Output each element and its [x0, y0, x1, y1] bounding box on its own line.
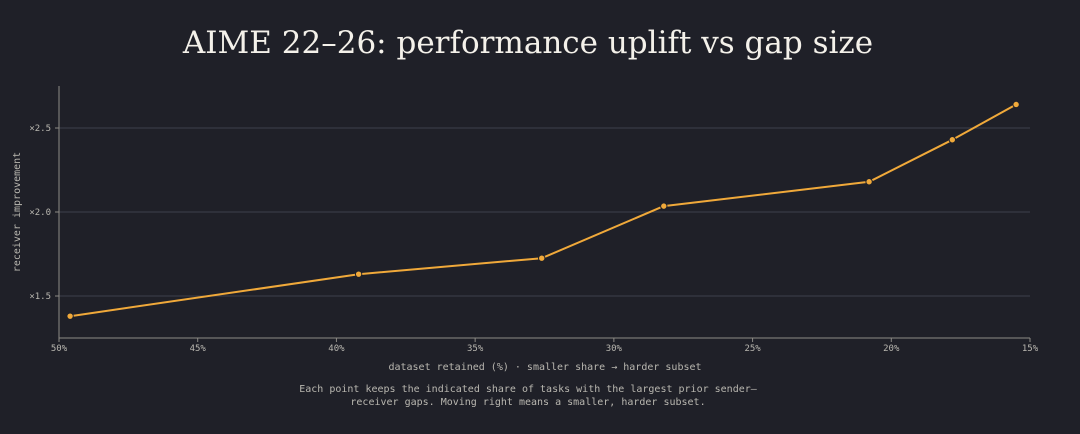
data-point	[66, 312, 74, 320]
data-point	[354, 270, 363, 278]
x-axis-label: dataset retained (%) · smaller share → h…	[388, 362, 701, 373]
series-line	[69, 103, 1018, 318]
y-tick-label: ×2.5	[29, 124, 51, 134]
x-tick-label: 20%	[883, 344, 900, 354]
grid-lines	[59, 127, 1030, 297]
x-tick-label: 15%	[1022, 344, 1039, 354]
x-tick-label: 30%	[606, 344, 623, 354]
caption-line-1: Each point keeps the indicated share of …	[299, 384, 758, 395]
x-tick-label: 25%	[744, 344, 761, 354]
chart-title: AIME 22–26: performance uplift vs gap si…	[182, 25, 873, 61]
caption-line-2: receiver gaps. Moving right means a smal…	[350, 397, 705, 408]
y-axis-label: receiver improvement	[12, 152, 23, 272]
data-point	[865, 178, 873, 186]
tick-labels: ×1.5 ×2.0 ×2.5 50% 45% 40% 35% 30% 25% 20% 15%	[29, 124, 1038, 354]
x-tick-label: 40%	[328, 344, 345, 354]
data-point	[538, 254, 546, 262]
x-tick-label: 50%	[51, 344, 68, 354]
y-tick-label: ×1.5	[29, 292, 51, 302]
data-point	[1012, 100, 1020, 109]
y-tick-label: ×2.0	[29, 208, 51, 218]
data-point	[660, 202, 668, 210]
x-tick-label: 45%	[190, 344, 207, 354]
series	[66, 100, 1020, 320]
data-point	[948, 136, 957, 144]
x-tick-label: 35%	[467, 344, 484, 354]
